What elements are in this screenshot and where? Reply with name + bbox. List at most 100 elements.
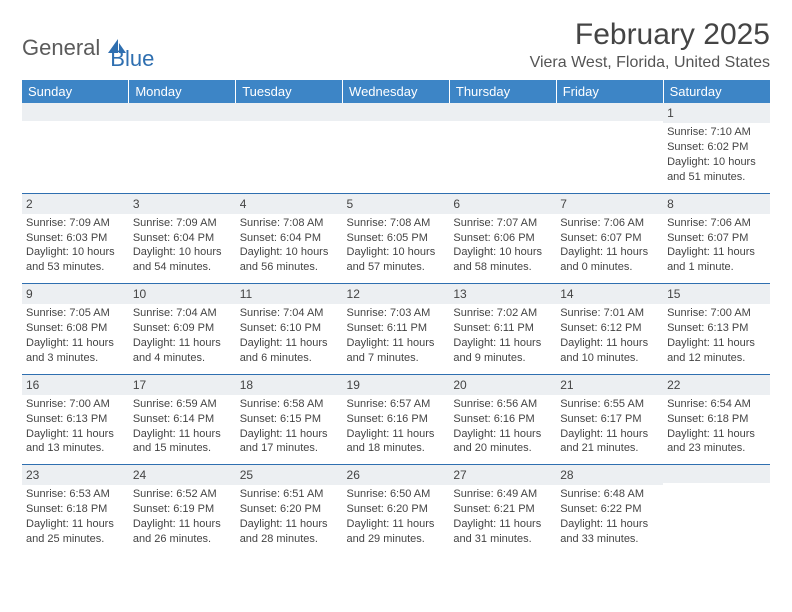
daylight-line: Daylight: 11 hours and 13 minutes. <box>26 427 125 457</box>
day-number: 6 <box>449 194 556 214</box>
daylight-line: Daylight: 11 hours and 7 minutes. <box>347 336 446 366</box>
sunrise-line: Sunrise: 6:57 AM <box>347 397 446 412</box>
day-number: 19 <box>343 375 450 395</box>
day-details: Sunrise: 7:04 AMSunset: 6:09 PMDaylight:… <box>129 304 236 373</box>
sunset-line: Sunset: 6:22 PM <box>560 502 659 517</box>
weekday-header: Friday <box>556 80 663 103</box>
daylight-line: Daylight: 10 hours and 57 minutes. <box>347 245 446 275</box>
daylight-line: Daylight: 11 hours and 28 minutes. <box>240 517 339 547</box>
daylight-line: Daylight: 11 hours and 3 minutes. <box>26 336 125 366</box>
sunrise-line: Sunrise: 6:59 AM <box>133 397 232 412</box>
sunset-line: Sunset: 6:18 PM <box>26 502 125 517</box>
day-details: Sunrise: 7:06 AMSunset: 6:07 PMDaylight:… <box>663 214 770 283</box>
sunrise-line: Sunrise: 6:50 AM <box>347 487 446 502</box>
sunrise-line: Sunrise: 7:10 AM <box>667 125 766 140</box>
weekday-header-row: SundayMondayTuesdayWednesdayThursdayFrid… <box>22 80 770 103</box>
day-details: Sunrise: 6:53 AMSunset: 6:18 PMDaylight:… <box>22 485 129 554</box>
day-number: 9 <box>22 284 129 304</box>
sunrise-line: Sunrise: 7:08 AM <box>240 216 339 231</box>
sunset-line: Sunset: 6:17 PM <box>560 412 659 427</box>
daylight-line: Daylight: 10 hours and 54 minutes. <box>133 245 232 275</box>
brand-text-blue: Blue <box>110 46 154 72</box>
day-details: Sunrise: 7:00 AMSunset: 6:13 PMDaylight:… <box>663 304 770 373</box>
sunset-line: Sunset: 6:11 PM <box>347 321 446 336</box>
calendar-cell: 28Sunrise: 6:48 AMSunset: 6:22 PMDayligh… <box>556 465 663 555</box>
daylight-line: Daylight: 11 hours and 9 minutes. <box>453 336 552 366</box>
sunset-line: Sunset: 6:16 PM <box>347 412 446 427</box>
sunset-line: Sunset: 6:16 PM <box>453 412 552 427</box>
day-number: 27 <box>449 465 556 485</box>
calendar-week: 23Sunrise: 6:53 AMSunset: 6:18 PMDayligh… <box>22 465 770 555</box>
sunrise-line: Sunrise: 7:00 AM <box>26 397 125 412</box>
daylight-line: Daylight: 11 hours and 26 minutes. <box>133 517 232 547</box>
daylight-line: Daylight: 11 hours and 0 minutes. <box>560 245 659 275</box>
day-details: Sunrise: 6:49 AMSunset: 6:21 PMDaylight:… <box>449 485 556 554</box>
day-details: Sunrise: 7:06 AMSunset: 6:07 PMDaylight:… <box>556 214 663 283</box>
daylight-line: Daylight: 11 hours and 21 minutes. <box>560 427 659 457</box>
day-number: 23 <box>22 465 129 485</box>
day-details: Sunrise: 6:54 AMSunset: 6:18 PMDaylight:… <box>663 395 770 464</box>
sunrise-line: Sunrise: 7:03 AM <box>347 306 446 321</box>
day-number: 28 <box>556 465 663 485</box>
day-number: 13 <box>449 284 556 304</box>
calendar-cell: 23Sunrise: 6:53 AMSunset: 6:18 PMDayligh… <box>22 465 129 555</box>
location-subtitle: Viera West, Florida, United States <box>530 54 770 72</box>
calendar-cell: 7Sunrise: 7:06 AMSunset: 6:07 PMDaylight… <box>556 193 663 284</box>
calendar-cell: 24Sunrise: 6:52 AMSunset: 6:19 PMDayligh… <box>129 465 236 555</box>
calendar-cell <box>236 103 343 193</box>
daylight-line: Daylight: 11 hours and 17 minutes. <box>240 427 339 457</box>
calendar-cell: 1Sunrise: 7:10 AMSunset: 6:02 PMDaylight… <box>663 103 770 193</box>
day-details: Sunrise: 7:09 AMSunset: 6:04 PMDaylight:… <box>129 214 236 283</box>
calendar-cell: 18Sunrise: 6:58 AMSunset: 6:15 PMDayligh… <box>236 374 343 465</box>
sunset-line: Sunset: 6:03 PM <box>26 231 125 246</box>
sunset-line: Sunset: 6:07 PM <box>667 231 766 246</box>
daylight-line: Daylight: 11 hours and 29 minutes. <box>347 517 446 547</box>
calendar-week: 16Sunrise: 7:00 AMSunset: 6:13 PMDayligh… <box>22 374 770 465</box>
sunrise-line: Sunrise: 6:54 AM <box>667 397 766 412</box>
sunrise-line: Sunrise: 7:07 AM <box>453 216 552 231</box>
day-number: 15 <box>663 284 770 304</box>
calendar-cell: 15Sunrise: 7:00 AMSunset: 6:13 PMDayligh… <box>663 284 770 375</box>
weekday-header: Monday <box>129 80 236 103</box>
day-number: 16 <box>22 375 129 395</box>
day-details: Sunrise: 6:59 AMSunset: 6:14 PMDaylight:… <box>129 395 236 464</box>
day-details: Sunrise: 6:52 AMSunset: 6:19 PMDaylight:… <box>129 485 236 554</box>
day-number: 24 <box>129 465 236 485</box>
sunset-line: Sunset: 6:20 PM <box>347 502 446 517</box>
day-details: Sunrise: 7:01 AMSunset: 6:12 PMDaylight:… <box>556 304 663 373</box>
calendar-cell: 13Sunrise: 7:02 AMSunset: 6:11 PMDayligh… <box>449 284 556 375</box>
sunset-line: Sunset: 6:07 PM <box>560 231 659 246</box>
day-details: Sunrise: 7:05 AMSunset: 6:08 PMDaylight:… <box>22 304 129 373</box>
calendar-cell: 6 Sunrise: 7:07 AMSunset: 6:06 PMDaylight… <box>449 193 556 284</box>
calendar-cell: 2Sunrise: 7:09 AMSunset: 6:03 PMDaylight… <box>22 193 129 284</box>
day-details: Sunrise: 7:09 AMSunset: 6:03 PMDaylight:… <box>22 214 129 283</box>
sunrise-line: Sunrise: 7:05 AM <box>26 306 125 321</box>
sunset-line: Sunset: 6:10 PM <box>240 321 339 336</box>
day-details: Sunrise: 7:10 AMSunset: 6:02 PMDaylight:… <box>663 123 770 192</box>
daylight-line: Daylight: 11 hours and 25 minutes. <box>26 517 125 547</box>
calendar-table: SundayMondayTuesdayWednesdayThursdayFrid… <box>22 80 770 555</box>
calendar-cell: 25Sunrise: 6:51 AMSunset: 6:20 PMDayligh… <box>236 465 343 555</box>
weekday-header: Tuesday <box>236 80 343 103</box>
sunset-line: Sunset: 6:21 PM <box>453 502 552 517</box>
sunset-line: Sunset: 6:08 PM <box>26 321 125 336</box>
day-number: 3 <box>129 194 236 214</box>
day-number: 18 <box>236 375 343 395</box>
daylight-line: Daylight: 10 hours and 58 minutes. <box>453 245 552 275</box>
sunrise-line: Sunrise: 7:04 AM <box>133 306 232 321</box>
sunset-line: Sunset: 6:04 PM <box>240 231 339 246</box>
day-number: 26 <box>343 465 450 485</box>
calendar-cell: 20Sunrise: 6:56 AMSunset: 6:16 PMDayligh… <box>449 374 556 465</box>
day-details: Sunrise: 7:03 AMSunset: 6:11 PMDaylight:… <box>343 304 450 373</box>
daylight-line: Daylight: 11 hours and 15 minutes. <box>133 427 232 457</box>
day-details: Sunrise: 7:04 AMSunset: 6:10 PMDaylight:… <box>236 304 343 373</box>
sunset-line: Sunset: 6:06 PM <box>453 231 552 246</box>
sunset-line: Sunset: 6:09 PM <box>133 321 232 336</box>
day-number: 12 <box>343 284 450 304</box>
calendar-cell: 10Sunrise: 7:04 AMSunset: 6:09 PMDayligh… <box>129 284 236 375</box>
daylight-line: Daylight: 11 hours and 18 minutes. <box>347 427 446 457</box>
calendar-cell: 22Sunrise: 6:54 AMSunset: 6:18 PMDayligh… <box>663 374 770 465</box>
calendar-cell: 21Sunrise: 6:55 AMSunset: 6:17 PMDayligh… <box>556 374 663 465</box>
daylight-line: Daylight: 11 hours and 10 minutes. <box>560 336 659 366</box>
brand-text-general: General <box>22 35 100 61</box>
